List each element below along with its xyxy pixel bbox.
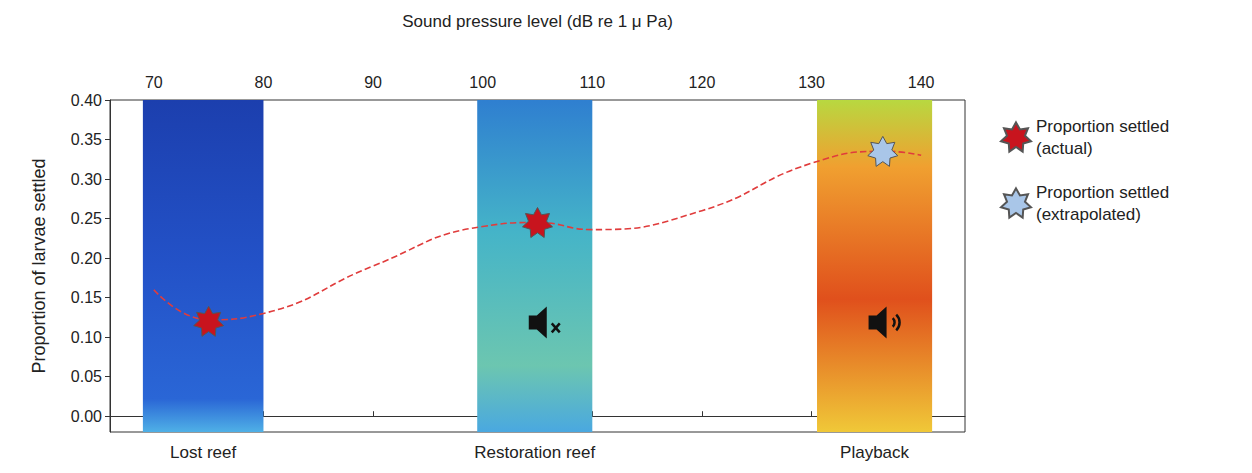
svg-text:Proportion settled: Proportion settled [1036, 117, 1169, 136]
svg-text:100: 100 [469, 74, 496, 91]
svg-text:120: 120 [689, 74, 716, 91]
svg-text:0.20: 0.20 [71, 250, 102, 267]
svg-text:0.15: 0.15 [71, 289, 102, 306]
svg-text:0.40: 0.40 [71, 92, 102, 109]
svg-text:0.30: 0.30 [71, 171, 102, 188]
svg-text:140: 140 [908, 74, 935, 91]
svg-text:130: 130 [798, 74, 825, 91]
svg-text:80: 80 [255, 74, 273, 91]
svg-text:Sound pressure level (dB re 1: Sound pressure level (dB re 1 μ Pa) [402, 12, 673, 31]
svg-text:90: 90 [364, 74, 382, 91]
svg-text:0.05: 0.05 [71, 368, 102, 385]
svg-text:110: 110 [580, 74, 606, 91]
svg-text:70: 70 [145, 74, 163, 91]
svg-text:(extrapolated): (extrapolated) [1036, 205, 1141, 224]
svg-text:(actual): (actual) [1036, 139, 1093, 158]
svg-text:0.00: 0.00 [71, 408, 102, 425]
svg-text:Restoration reef: Restoration reef [474, 443, 595, 462]
svg-text:0.35: 0.35 [71, 131, 102, 148]
svg-text:Playback: Playback [840, 443, 909, 462]
svg-text:Proportion settled: Proportion settled [1036, 183, 1169, 202]
svg-text:Proportion of larvae settled: Proportion of larvae settled [29, 158, 49, 373]
svg-text:0.25: 0.25 [71, 210, 102, 227]
svg-text:Lost reef: Lost reef [170, 443, 236, 462]
svg-text:0.10: 0.10 [71, 329, 102, 346]
